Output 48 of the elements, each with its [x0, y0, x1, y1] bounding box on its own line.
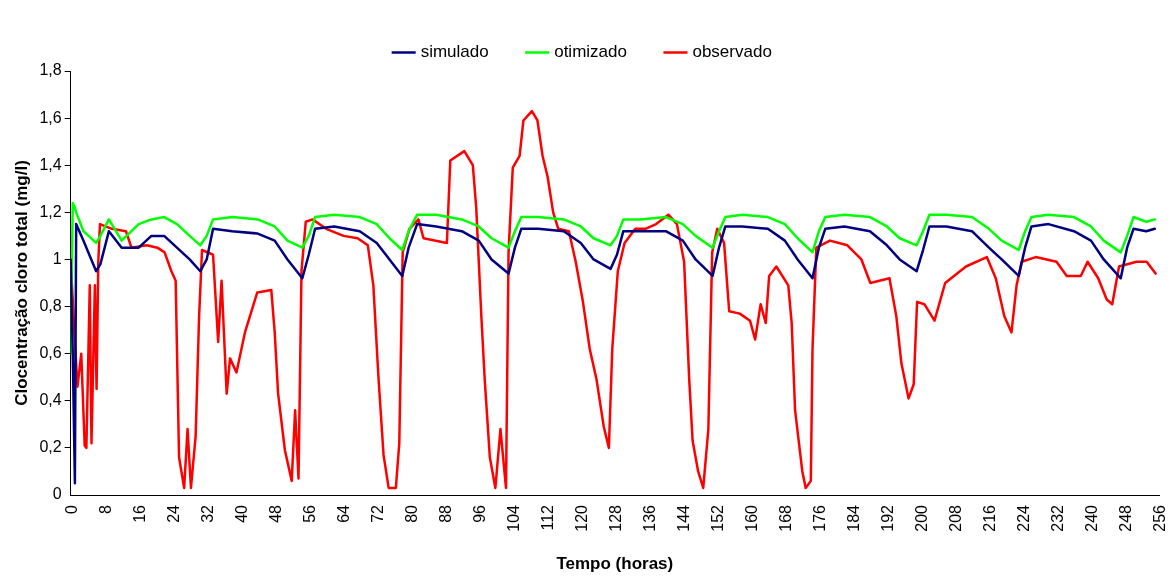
x-tick-label: 104 [504, 504, 522, 532]
x-tick-label: 224 [1014, 504, 1032, 532]
x-tick-label: 168 [776, 504, 794, 532]
y-tick-label: 1 [52, 249, 62, 267]
x-tick-label: 120 [572, 504, 590, 532]
x-tick-label: 72 [368, 504, 386, 523]
legend-label: simulado [420, 42, 489, 62]
y-tick-label: 0,8 [39, 296, 62, 314]
x-tick-label: 232 [1048, 504, 1066, 532]
x-tick-label: 200 [912, 504, 930, 532]
x-tick-label: 112 [538, 504, 556, 531]
x-tick-label: 192 [878, 504, 896, 532]
x-tick-label: 184 [844, 504, 862, 532]
y-tick-label: 1,8 [39, 61, 62, 79]
x-tick-label: 56 [300, 504, 318, 523]
x-tick-label: 16 [130, 504, 148, 523]
x-tick-label: 176 [810, 504, 828, 532]
x-tick-label: 88 [436, 504, 454, 523]
y-axis-title: Clocentração cloro total (mg/l) [11, 160, 31, 406]
x-tick-label: 144 [674, 504, 692, 532]
x-tick-label: 96 [470, 504, 488, 523]
x-tick-label: 80 [402, 504, 420, 523]
x-tick-label: 216 [980, 504, 998, 532]
x-tick-label: 208 [946, 504, 964, 532]
x-tick-label: 128 [606, 504, 624, 532]
x-tick-label: 248 [1116, 504, 1134, 532]
x-tick-label: 136 [640, 504, 658, 532]
x-tick-label: 8 [96, 504, 114, 514]
x-tick-label: 160 [742, 504, 760, 532]
y-tick-label: 1,6 [39, 108, 62, 126]
x-tick-label: 64 [334, 504, 352, 523]
x-tick-label: 24 [164, 504, 182, 523]
x-tick-label: 40 [232, 504, 250, 523]
x-tick-label: 32 [198, 504, 216, 523]
y-tick-label: 1,2 [39, 202, 62, 220]
y-tick-label: 0,2 [39, 438, 62, 456]
y-tick-label: 1,4 [39, 155, 62, 173]
x-tick-label: 0 [62, 504, 80, 514]
y-tick-label: 0,4 [39, 391, 62, 409]
x-tick-label: 48 [266, 504, 284, 523]
legend-label: observado [692, 42, 772, 62]
x-tick-label: 256 [1151, 504, 1168, 532]
legend-label: otimizado [554, 42, 627, 62]
y-tick-label: 0 [52, 485, 62, 503]
x-tick-label: 240 [1082, 504, 1100, 532]
x-axis-title: Tempo (horas) [556, 554, 674, 574]
y-tick-label: 0,6 [39, 344, 62, 362]
x-tick-label: 152 [708, 504, 726, 532]
